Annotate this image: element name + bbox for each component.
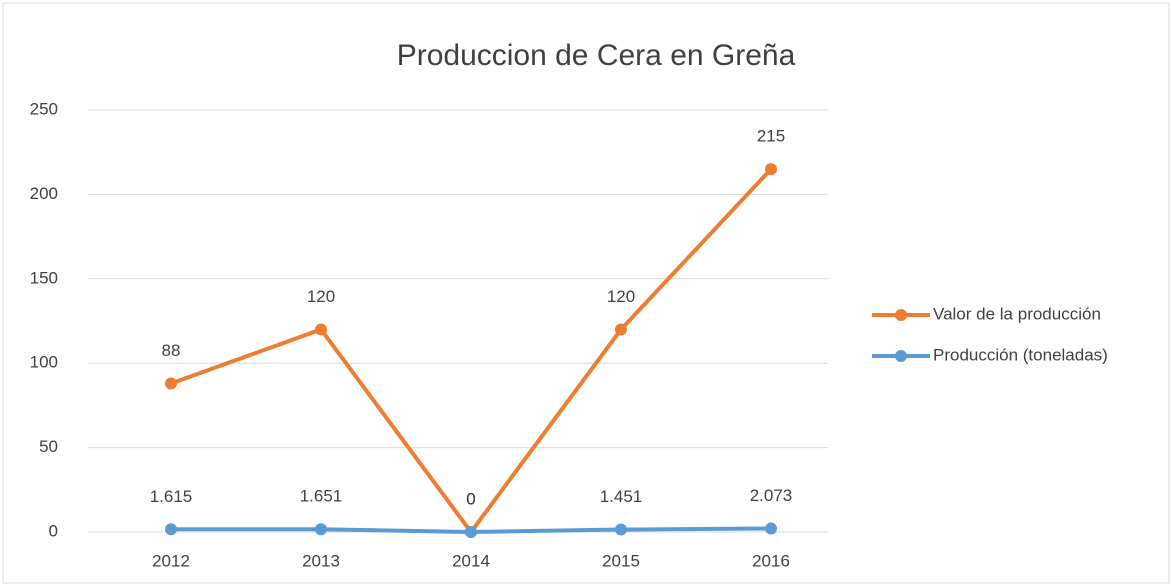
legend-label: Valor de la producción [933,304,1101,323]
data-label: 215 [757,127,785,146]
data-label: 120 [607,287,635,306]
legend-label: Producción (toneladas) [933,345,1108,364]
y-tick-label: 200 [30,184,58,203]
data-label: 0 [466,489,475,508]
data-label: 2.073 [750,486,793,505]
data-label: 0 [466,489,475,508]
data-label: 120 [307,287,335,306]
y-tick-label: 150 [30,268,58,287]
marker [315,323,327,336]
data-label: 1.451 [600,487,643,506]
y-tick-label: 100 [30,353,58,372]
marker [615,323,627,336]
data-label: 88 [162,341,181,360]
marker [165,523,177,536]
x-tick-label: 2013 [302,551,340,570]
y-tick-label: 0 [49,521,58,540]
marker [765,522,777,535]
marker [315,523,327,536]
x-tick-label: 2014 [452,551,490,570]
marker [765,163,777,176]
y-tick-label: 50 [39,437,58,456]
marker [465,526,477,538]
legend-marker [895,309,907,321]
marker [615,523,627,536]
x-tick-label: 2012 [152,551,190,570]
legend-marker [895,350,907,362]
marker [165,377,177,390]
x-tick-label: 2016 [752,551,790,570]
x-tick-label: 2015 [602,551,640,570]
chart-title: Produccion de Cera en Greña [397,39,796,72]
data-label: 1.651 [300,487,343,506]
y-tick-label: 250 [30,99,58,118]
data-label: 1.615 [150,487,193,506]
